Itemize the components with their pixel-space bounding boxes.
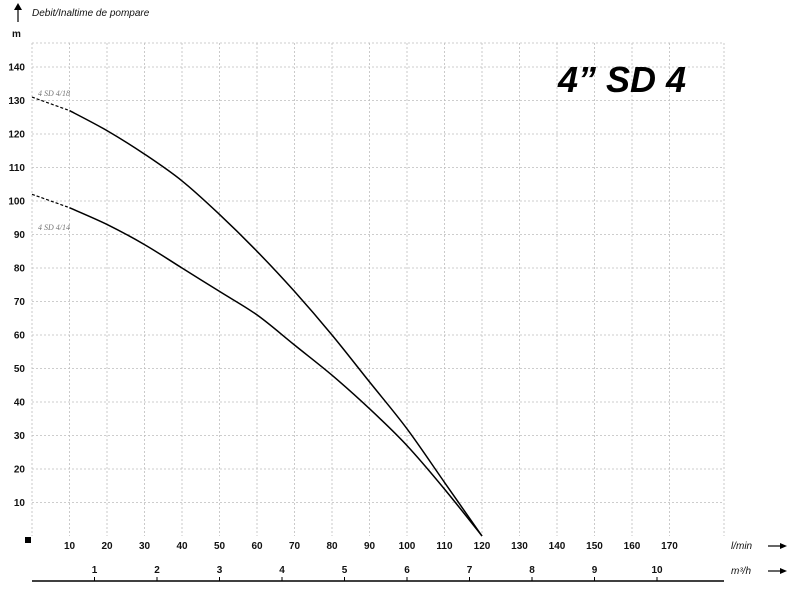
x-tick-label-primary: 20: [101, 541, 113, 552]
pump-curve-dashed-start: [31, 96, 70, 112]
pump-curves: 4 SD 4/18 4 SD 4/14: [31, 89, 483, 537]
x-tick-label-secondary: 4: [279, 565, 285, 576]
x-tick-label-secondary: 1: [92, 565, 98, 576]
x-tick-label-primary: 40: [176, 541, 188, 552]
pump-curve-line: [69, 207, 483, 537]
x-tick-label-primary: 170: [661, 541, 678, 552]
x-tick-label-primary: 60: [251, 541, 263, 552]
x-tick-label-secondary: 5: [342, 565, 348, 576]
y-tick-label: 130: [8, 96, 25, 107]
x-tick-label-secondary: 10: [651, 565, 663, 576]
y-axis-label: Debit/Inaltime de pompare: [32, 8, 150, 19]
x-tick-label-secondary: 8: [529, 565, 535, 576]
pump-curve-line: [69, 109, 483, 537]
x-axis-unit-secondary: m³/h: [731, 566, 751, 577]
y-tick-label: 140: [8, 63, 25, 74]
y-tick-label: 60: [14, 331, 26, 342]
x-tick-label-secondary: 9: [592, 565, 598, 576]
y-tick-label: 40: [14, 398, 26, 409]
chart-title: 4” SD 4: [557, 59, 686, 100]
y-tick-label: 20: [14, 465, 26, 476]
y-tick-label: 100: [8, 197, 25, 208]
y-tick-label: 90: [14, 230, 26, 241]
y-axis-unit: m: [12, 29, 21, 40]
x-tick-label-primary: 10: [64, 541, 76, 552]
y-tick-label: 110: [9, 163, 26, 174]
chart-grid: [32, 42, 725, 536]
x-tick-label-primary: 110: [436, 541, 453, 552]
y-tick-label: 70: [14, 297, 26, 308]
y-tick-label: 10: [14, 498, 26, 509]
x-axis-arrow-head: [780, 543, 787, 549]
pump-curve-dashed-start: [31, 193, 70, 209]
origin-marker: [25, 537, 31, 543]
series-label: 4 SD 4/14: [38, 223, 70, 232]
series-label: 4 SD 4/18: [38, 89, 70, 98]
x-tick-label-primary: 140: [549, 541, 566, 552]
x-tick-label-primary: 30: [139, 541, 151, 552]
x-tick-label-primary: 120: [474, 541, 491, 552]
y-tick-label: 80: [14, 264, 26, 275]
y-axis-arrow-head: [14, 3, 22, 10]
x-tick-label-primary: 130: [511, 541, 528, 552]
x-tick-label-primary: 50: [214, 541, 226, 552]
x-tick-label-secondary: 2: [154, 565, 160, 576]
x-tick-label-primary: 80: [326, 541, 338, 552]
y-tick-label: 30: [14, 431, 26, 442]
chart-axes: [14, 3, 787, 582]
x-tick-label-secondary: 6: [404, 565, 410, 576]
x-tick-label-primary: 90: [364, 541, 376, 552]
x-tick-label-primary: 70: [289, 541, 301, 552]
x-tick-label-primary: 150: [586, 541, 603, 552]
x-tick-label-secondary: 7: [467, 565, 473, 576]
x-tick-label-primary: 100: [399, 541, 416, 552]
x-axis-unit-primary: l/min: [731, 541, 753, 552]
x-tick-label-secondary: 3: [217, 565, 223, 576]
x-tick-label-primary: 160: [624, 541, 641, 552]
y-tick-label: 50: [14, 364, 26, 375]
x-axis-arrow-head: [780, 568, 787, 574]
y-tick-label: 120: [8, 130, 25, 141]
